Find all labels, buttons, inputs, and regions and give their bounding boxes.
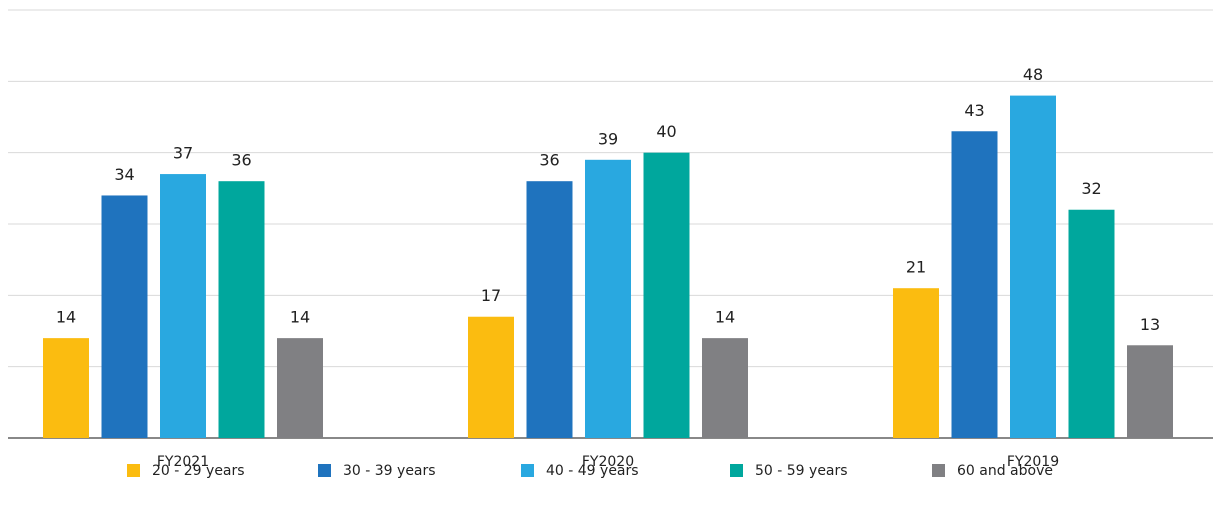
value-label: 34 [114,165,134,184]
legend-swatch [932,464,945,477]
bar [43,338,89,438]
value-label: 14 [715,308,735,327]
value-label: 21 [906,258,926,277]
bar [893,288,939,438]
bar [101,195,148,438]
value-label: 14 [290,308,310,327]
x-tick-label: FY2021 [157,454,209,470]
bar [468,316,514,438]
value-label: 36 [231,151,251,170]
value-label: 48 [1023,65,1043,84]
bar [643,152,690,438]
bar [277,338,323,438]
value-label: 17 [481,286,501,305]
value-label: 37 [173,144,193,163]
legend-label: 50 - 59 years [755,463,848,479]
legend-swatch [730,464,743,477]
bar [160,174,206,439]
legend-swatch [127,464,140,477]
value-label: 32 [1081,179,1101,198]
bar [1010,95,1056,438]
bar [585,159,631,439]
value-label: 13 [1140,315,1160,334]
bar [1127,345,1173,438]
bar [1068,209,1115,438]
legend-label: 40 - 49 years [546,463,639,479]
value-label: 43 [964,101,984,120]
legend-label: 20 - 29 years [152,463,245,479]
value-label: 14 [56,308,76,327]
value-label: 36 [539,151,559,170]
value-label: 40 [656,122,676,141]
bar [526,181,573,438]
legend-swatch [521,464,534,477]
bar [218,181,265,438]
legend-label: 60 and above [957,463,1053,479]
value-label: 39 [598,129,618,148]
bar [951,131,998,438]
legend-label: 30 - 39 years [343,463,436,479]
x-tick-label: FY2020 [582,454,634,470]
x-tick-label: FY2019 [1007,454,1059,470]
bar [702,338,748,438]
legend-swatch [318,464,331,477]
